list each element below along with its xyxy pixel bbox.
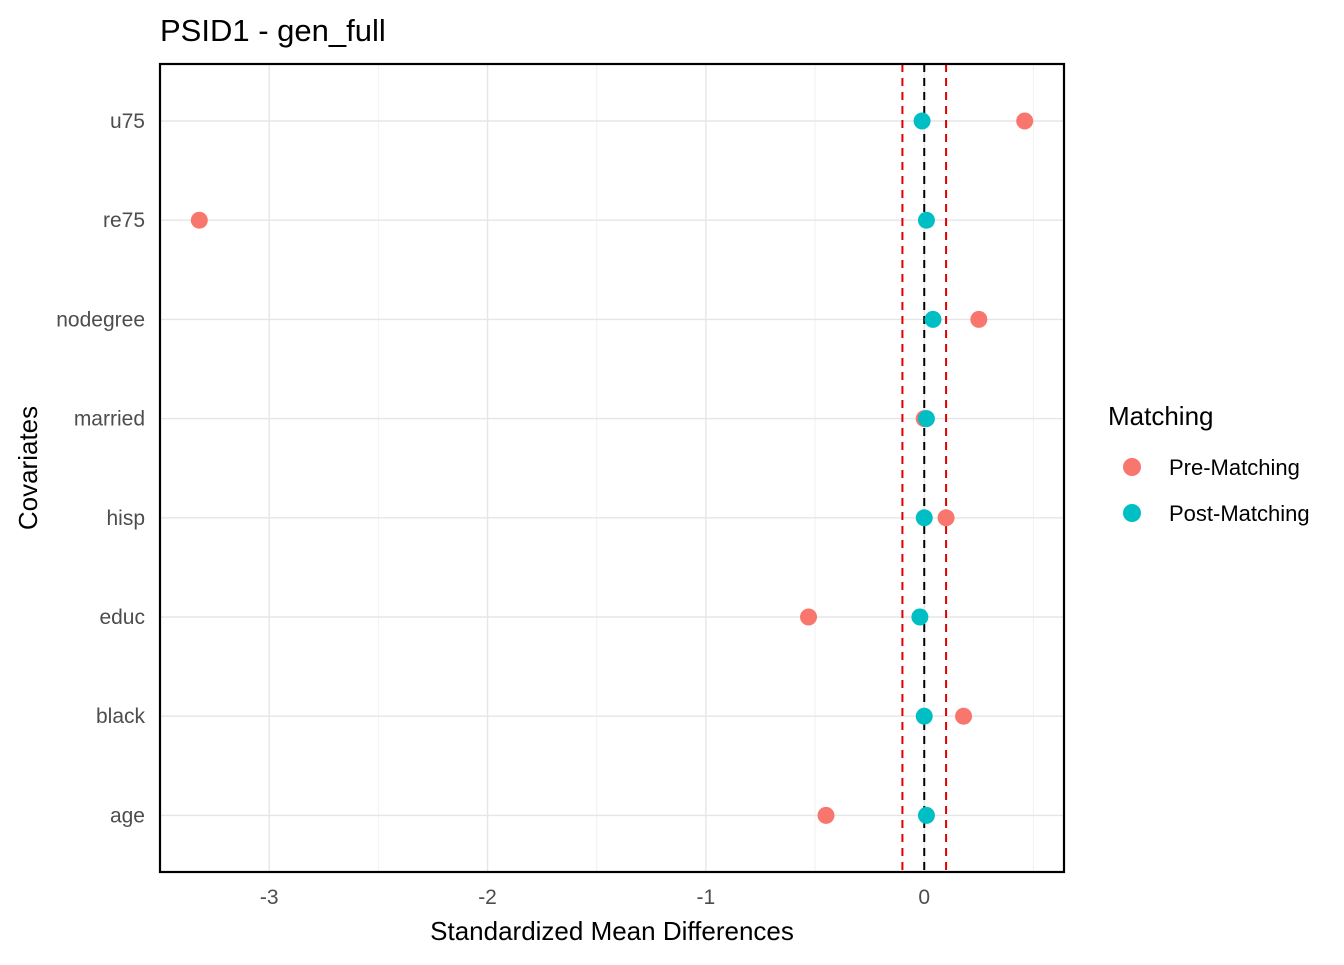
y-tick-labels: u75 re75 nodegree married hisp educ black age <box>56 110 145 827</box>
y-tick-label: age <box>110 804 145 827</box>
data-point-post-matching <box>917 410 935 428</box>
y-tick-label: nodegree <box>56 308 145 331</box>
y-tick-label: educ <box>99 606 145 629</box>
data-point-pre-matching <box>800 608 818 626</box>
data-point-post-matching <box>924 310 942 328</box>
chart-title: PSID1 - gen_full <box>160 13 386 48</box>
legend-title: Matching <box>1108 401 1214 431</box>
data-points <box>190 112 1034 824</box>
legend-label: Post-Matching <box>1169 501 1310 526</box>
data-point-post-matching <box>913 112 931 130</box>
data-point-post-matching <box>911 608 929 626</box>
data-point-pre-matching <box>1016 112 1034 130</box>
data-point-post-matching <box>915 509 933 527</box>
data-point-pre-matching <box>955 707 973 725</box>
legend-marker <box>1123 504 1141 522</box>
x-axis-label: Standardized Mean Differences <box>430 916 794 946</box>
x-tick-label: -1 <box>697 886 716 909</box>
data-point-pre-matching <box>817 806 835 824</box>
plot-frame <box>158 62 1066 874</box>
legend: Matching Pre-Matching Post-Matching <box>1108 401 1310 526</box>
y-tick-label: re75 <box>103 209 145 232</box>
reference-lines <box>901 64 948 872</box>
y-tick-label: married <box>74 408 145 431</box>
data-point-post-matching <box>915 707 933 725</box>
y-tick-label: black <box>96 705 146 728</box>
x-tick-label: -3 <box>260 886 279 909</box>
data-point-post-matching <box>917 211 935 229</box>
y-tick-label: u75 <box>110 110 145 133</box>
data-point-post-matching <box>917 806 935 824</box>
data-point-pre-matching <box>190 211 208 229</box>
legend-label: Pre-Matching <box>1169 455 1300 480</box>
legend-items: Pre-Matching Post-Matching <box>1123 455 1310 526</box>
x-tick-label: 0 <box>918 886 930 909</box>
y-axis-label: Covariates <box>13 406 43 530</box>
x-tick-label: -2 <box>478 886 497 909</box>
x-tick-labels: -3 -2 -1 0 <box>260 886 930 909</box>
grid-layer <box>160 64 1064 872</box>
legend-marker <box>1123 458 1141 476</box>
y-tick-label: hisp <box>106 507 145 530</box>
data-point-pre-matching <box>970 310 988 328</box>
data-point-pre-matching <box>937 509 955 527</box>
